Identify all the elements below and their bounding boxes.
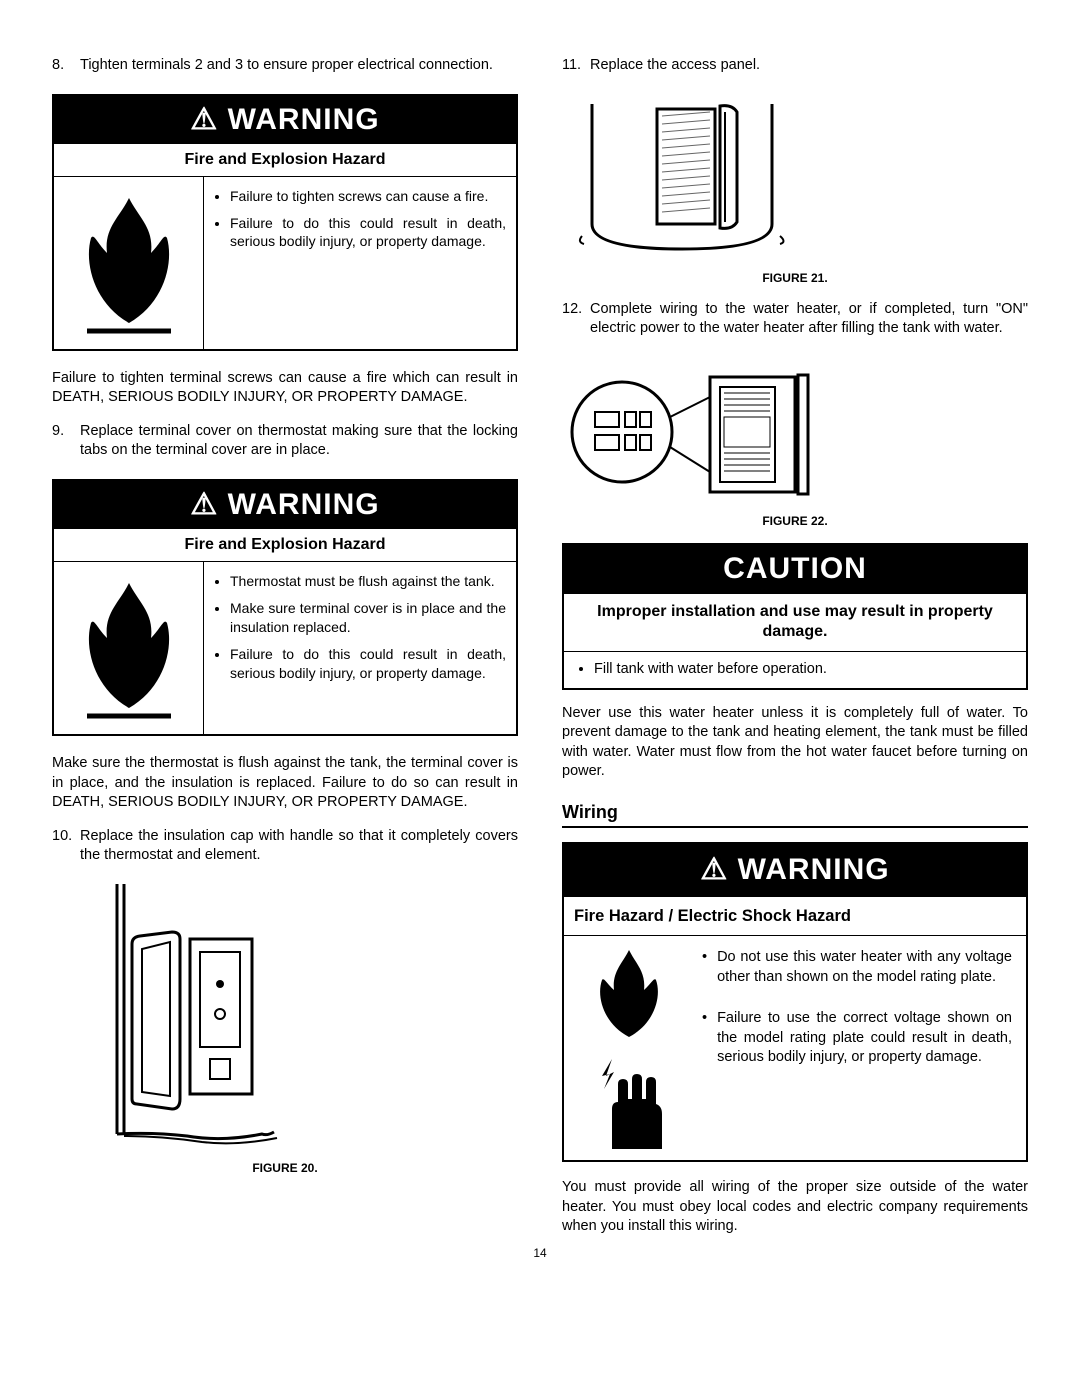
warning-triangle-icon: ⚠: [700, 853, 737, 886]
warn2-bullet-2: Make sure terminal cover is in place and…: [230, 599, 506, 637]
warning-header: ⚠ WARNING: [564, 844, 1026, 897]
warning-triangle-icon: ⚠: [190, 488, 227, 521]
para-never-use: Never use this water heater unless it is…: [562, 704, 1028, 782]
step-9: 9. Replace terminal cover on thermostat …: [52, 422, 518, 461]
warning-triangle-icon: ⚠: [190, 103, 227, 136]
section-heading-wiring: Wiring: [562, 800, 1028, 828]
step-8: 8. Tighten terminals 2 and 3 to ensure p…: [52, 56, 518, 76]
figure-21: [562, 94, 1028, 264]
figure-22-caption: FIGURE 22.: [562, 513, 1028, 529]
figure-22: [562, 357, 1028, 507]
wiring-warning-bullets: Do not use this water heater with any vo…: [694, 936, 1026, 1160]
warning-subhead: Fire Hazard / Electric Shock Hazard: [564, 897, 1026, 936]
warning-bullets: Thermostat must be flush against the tan…: [204, 562, 516, 734]
caution-subhead: Improper installation and use may result…: [564, 594, 1026, 652]
step-9-text: Replace terminal cover on thermostat mak…: [80, 422, 518, 461]
step-11-num: 11.: [562, 56, 590, 76]
wwarn-bullet-1: Do not use this water heater with any vo…: [717, 948, 1012, 987]
warning-subhead: Fire and Explosion Hazard: [54, 144, 516, 177]
step-12: 12. Complete wiring to the water heater,…: [562, 300, 1028, 339]
step-8-num: 8.: [52, 56, 80, 76]
warn1-bullet-2: Failure to do this could result in death…: [230, 214, 506, 252]
warn2-bullet-3: Failure to do this could result in death…: [230, 645, 506, 683]
warning-box-1: ⚠ WARNING Fire and Explosion Hazard Fail…: [52, 94, 518, 351]
figure-20: [52, 884, 518, 1154]
step-10-text: Replace the insulation cap with handle s…: [80, 827, 518, 866]
warning-header: ⚠ WARNING: [54, 481, 516, 530]
caution-bullet-1: Fill tank with water before operation.: [594, 660, 1014, 680]
warning-bullets: Failure to tighten screws can cause a fi…: [204, 177, 516, 349]
warning-subhead: Fire and Explosion Hazard: [54, 529, 516, 562]
para-tighten-screws: Failure to tighten terminal screws can c…: [52, 369, 518, 408]
figure-21-caption: FIGURE 21.: [562, 270, 1028, 286]
step-10-num: 10.: [52, 827, 80, 866]
shock-hand-icon: [564, 1048, 694, 1160]
step-11: 11. Replace the access panel.: [562, 56, 1028, 76]
fire-icon: [564, 936, 694, 1048]
warning-box-2: ⚠ WARNING Fire and Explosion Hazard Ther…: [52, 479, 518, 736]
warn1-bullet-1: Failure to tighten screws can cause a fi…: [230, 187, 506, 206]
step-10: 10. Replace the insulation cap with hand…: [52, 827, 518, 866]
step-11-text: Replace the access panel.: [590, 56, 1028, 76]
step-8-text: Tighten terminals 2 and 3 to ensure prop…: [80, 56, 518, 76]
page-number: 14: [52, 1245, 1028, 1261]
caution-box: CAUTION Improper installation and use ma…: [562, 543, 1028, 690]
warn2-bullet-1: Thermostat must be flush against the tan…: [230, 572, 506, 591]
fire-icon: [54, 562, 204, 734]
step-12-text: Complete wiring to the water heater, or …: [590, 300, 1028, 339]
wwarn-bullet-2: Failure to use the correct voltage shown…: [717, 1009, 1012, 1068]
caution-header: CAUTION: [564, 545, 1026, 594]
step-9-num: 9.: [52, 422, 80, 461]
para-provide-wiring: You must provide all wiring of the prope…: [562, 1178, 1028, 1237]
left-column: 8. Tighten terminals 2 and 3 to ensure p…: [52, 56, 518, 1237]
figure-20-caption: FIGURE 20.: [52, 1160, 518, 1176]
fire-icon: [54, 177, 204, 349]
warning-header: ⚠ WARNING: [54, 96, 516, 145]
right-column: 11. Replace the access panel.: [562, 56, 1028, 1237]
para-thermostat-flush: Make sure the thermostat is flush agains…: [52, 754, 518, 813]
step-12-num: 12.: [562, 300, 590, 339]
wiring-warning-box: ⚠ WARNING Fire Hazard / Electric Shock H…: [562, 842, 1028, 1162]
caution-body: Fill tank with water before operation.: [564, 651, 1026, 688]
